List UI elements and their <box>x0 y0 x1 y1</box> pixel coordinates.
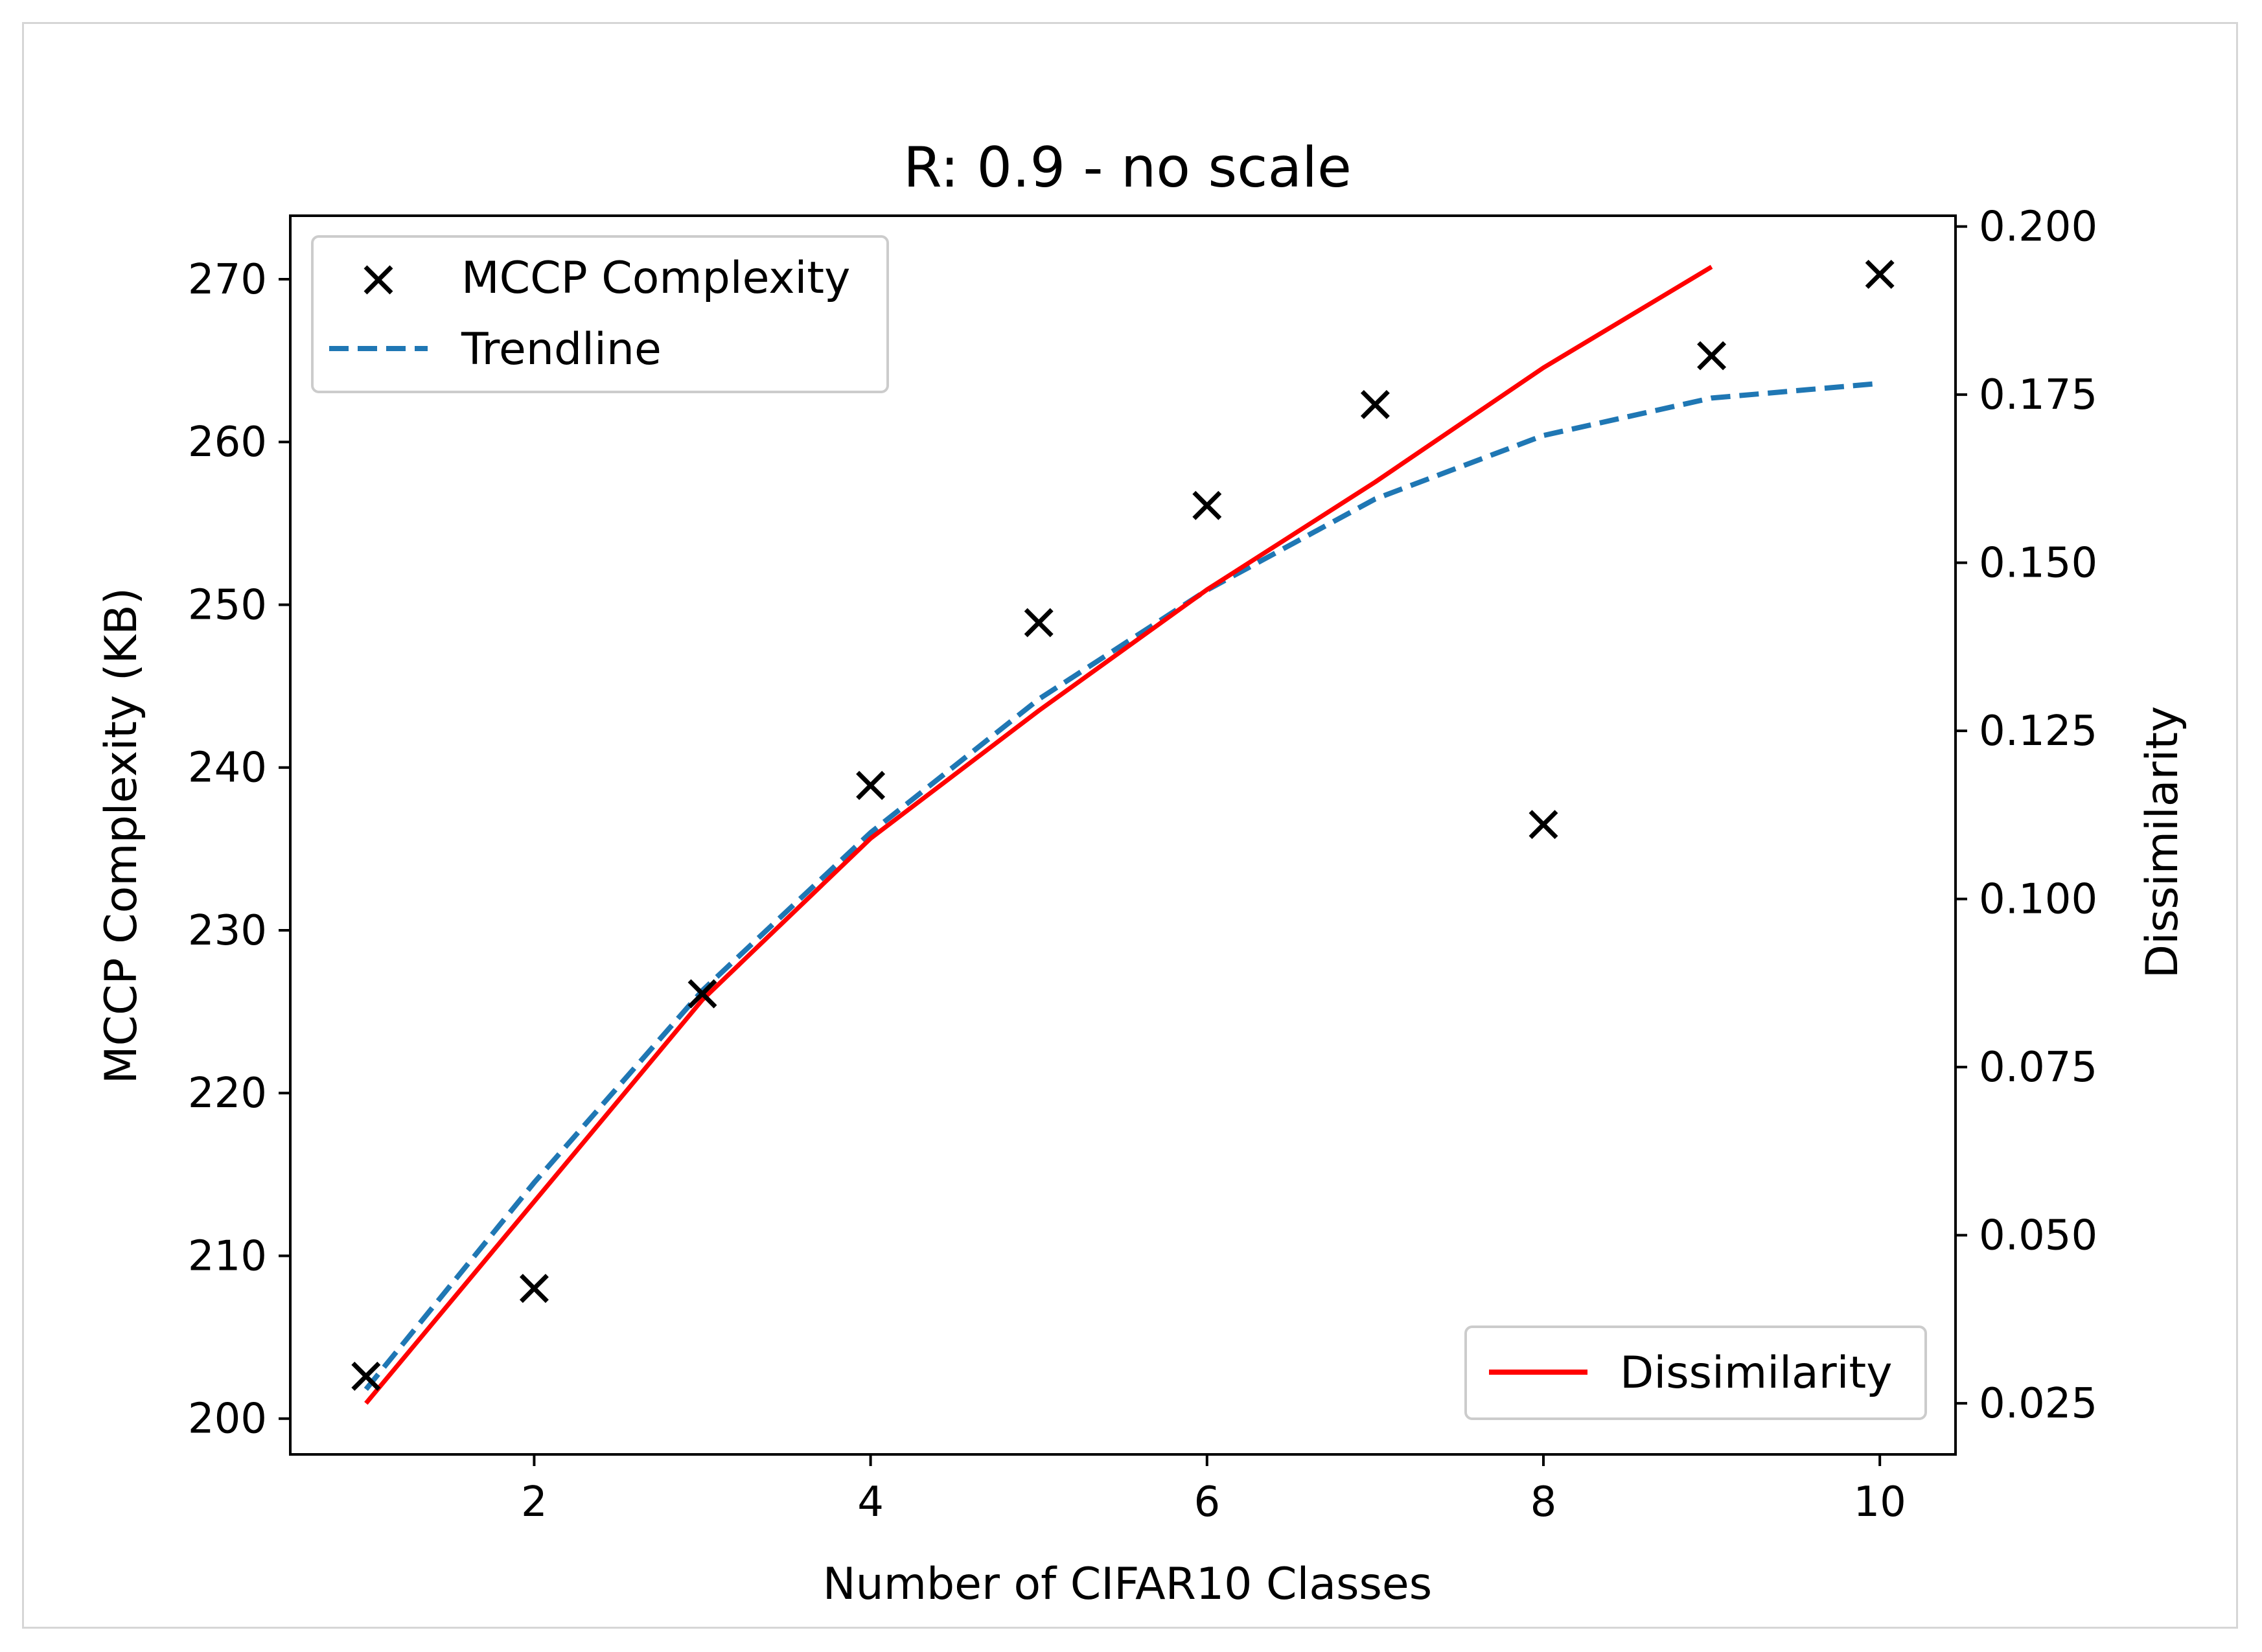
legend-trendline-label: Trendline <box>461 324 662 375</box>
y2-axis-label: Dissimilarity <box>2137 706 2188 978</box>
scatter-point <box>687 979 717 1009</box>
legend-left: MCCP Complexity Trendline <box>311 235 889 393</box>
y-tick-label: 210 <box>188 1232 267 1280</box>
x-tick-label: 8 <box>1530 1478 1557 1526</box>
y-tick-label: 230 <box>188 907 267 955</box>
axes: 2 4 6 8 10 200 210 220 230 240 250 260 270 0.025 0.050… <box>188 203 2097 1526</box>
x-tick-label: 10 <box>1853 1478 1906 1526</box>
y2-tick-label: 0.150 <box>1979 540 2097 588</box>
legend-right: Dissimilarity <box>1464 1325 1927 1420</box>
legend-left-box <box>311 235 889 393</box>
y2-tick-label: 0.175 <box>1979 371 2097 419</box>
legend-x-marker-icon <box>364 265 393 295</box>
y2-tick-label: 0.200 <box>1979 203 2097 251</box>
legend-mccp-label: MCCP Complexity <box>461 253 850 304</box>
x-tick-label: 4 <box>857 1478 884 1526</box>
y2-tick-label: 0.125 <box>1979 707 2097 755</box>
scatter-point <box>856 770 886 800</box>
figure-frame <box>22 22 2238 1629</box>
legend-x-marker-path <box>364 265 393 295</box>
x-axis-label: Number of CIFAR10 Classes <box>823 1559 1432 1610</box>
x-tick-label: 2 <box>521 1478 548 1526</box>
y-tick-label: 250 <box>188 581 267 629</box>
scatter-point <box>1529 810 1558 840</box>
plot-data <box>351 259 1895 1405</box>
y-tick-label: 200 <box>188 1395 267 1443</box>
scatter-point <box>1024 608 1054 637</box>
dissimilarity-series <box>364 264 1713 1405</box>
trendline-series <box>364 380 1880 1392</box>
scatter-point <box>1865 259 1895 289</box>
scatter-point <box>519 1274 549 1303</box>
y2-tick-label: 0.025 <box>1979 1380 2097 1428</box>
y-tick-label: 240 <box>188 744 267 792</box>
chart-title: R: 0.9 - no scale <box>903 135 1352 200</box>
axes-frame <box>289 214 1957 1456</box>
scatter-point <box>1697 341 1727 371</box>
y2-tick-label: 0.050 <box>1979 1212 2097 1260</box>
y2-tick-label: 0.075 <box>1979 1044 2097 1092</box>
legend-right-box <box>1464 1325 1927 1420</box>
legend-dissimilarity-label: Dissimilarity <box>1620 1348 1892 1399</box>
y-tick-label: 220 <box>188 1070 267 1118</box>
y-tick-label: 260 <box>188 419 267 466</box>
scatter-point <box>1192 490 1222 520</box>
scatter-point <box>351 1361 381 1391</box>
scatter-point <box>1360 389 1390 419</box>
y2-tick-label: 0.100 <box>1979 876 2097 924</box>
x-tick-label: 6 <box>1194 1478 1220 1526</box>
y-axis-label: MCCP Complexity (KB) <box>96 588 147 1084</box>
y-tick-label: 270 <box>188 256 267 304</box>
